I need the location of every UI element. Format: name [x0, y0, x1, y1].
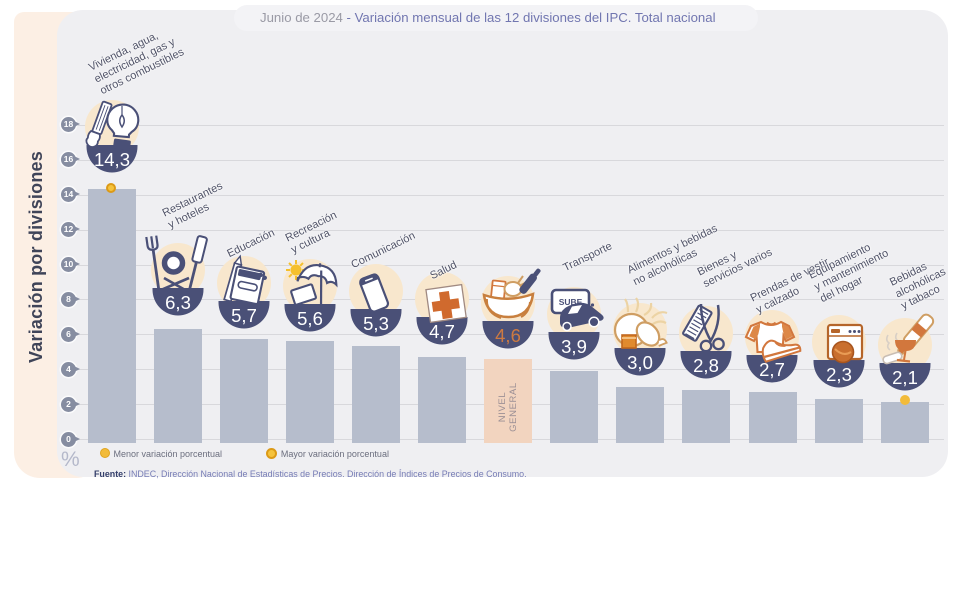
svg-text:2,3: 2,3 — [826, 364, 852, 385]
svg-text:SUBE: SUBE — [559, 297, 583, 307]
svg-text:2,1: 2,1 — [892, 367, 918, 388]
svg-text:2,8: 2,8 — [693, 355, 719, 376]
svg-text:5,6: 5,6 — [297, 308, 323, 329]
svg-text:5,3: 5,3 — [363, 313, 389, 334]
svg-text:2,7: 2,7 — [759, 359, 785, 380]
svg-text:4,6: 4,6 — [495, 325, 521, 346]
svg-text:5,7: 5,7 — [231, 305, 257, 326]
svg-text:14,3: 14,3 — [94, 149, 130, 170]
svg-text:4,7: 4,7 — [429, 321, 455, 342]
svg-text:3,9: 3,9 — [561, 336, 587, 357]
svg-text:3,0: 3,0 — [627, 352, 653, 373]
svg-text:6,3: 6,3 — [165, 292, 191, 313]
